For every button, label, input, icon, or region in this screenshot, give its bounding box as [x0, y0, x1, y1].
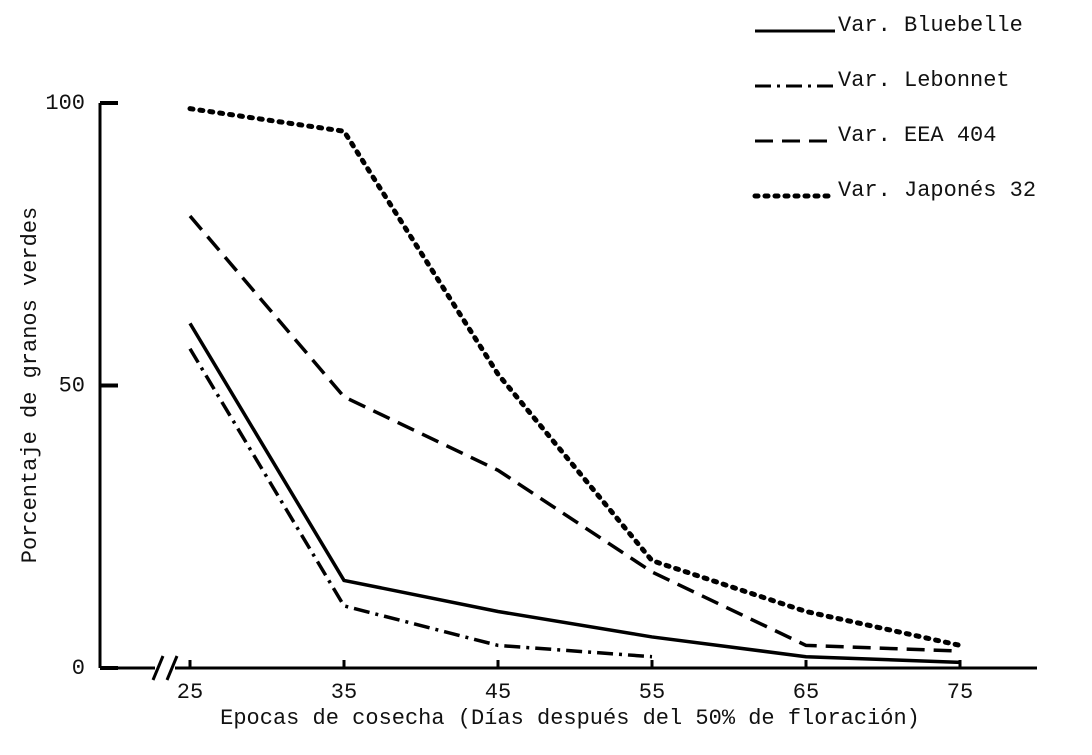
x-axis-label: Epocas de cosecha (Días después del 50% …: [220, 706, 920, 731]
x-tick-label: 75: [947, 680, 973, 705]
x-tick-label: 65: [793, 680, 819, 705]
legend-label: Var. Lebonnet: [838, 68, 1010, 93]
series-line: [188, 347, 653, 659]
y-tick-label: 0: [72, 656, 85, 681]
x-tick-label: 25: [177, 680, 203, 705]
series-line: [188, 322, 961, 665]
legend-label: Var. Japonés 32: [838, 178, 1036, 203]
legend-label: Var. EEA 404: [838, 123, 996, 148]
y-axis-label: Porcentaje de granos verdes: [18, 207, 43, 563]
series-line: [188, 214, 961, 653]
x-tick-label: 45: [485, 680, 511, 705]
axis-break: [165, 655, 179, 681]
x-tick-label: 35: [331, 680, 357, 705]
x-tick-label: 55: [639, 680, 665, 705]
legend-label: Var. Bluebelle: [838, 13, 1023, 38]
y-tick-label: 50: [59, 373, 85, 398]
series-line: [187, 106, 963, 648]
axis-break: [151, 655, 165, 681]
y-tick-label: 100: [45, 91, 85, 116]
